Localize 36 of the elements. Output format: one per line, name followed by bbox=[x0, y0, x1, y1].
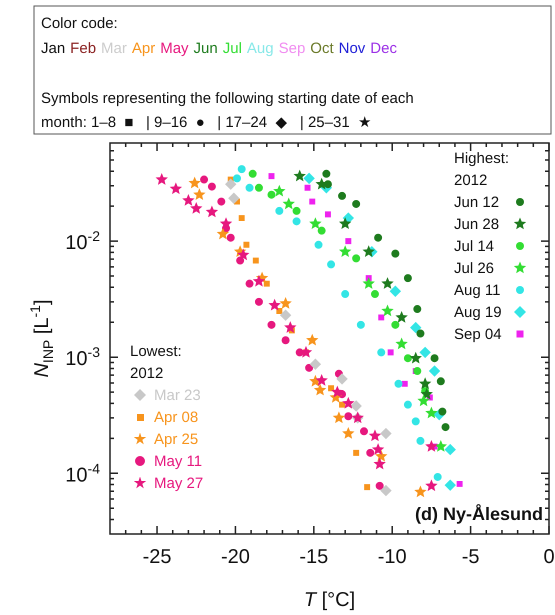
text: Apr bbox=[132, 40, 156, 57]
text: Oct bbox=[310, 40, 334, 57]
text: Apr 08 bbox=[154, 409, 198, 426]
x-tick-label: -25 bbox=[142, 546, 172, 568]
annotation: Lowest: 2012 bbox=[130, 343, 182, 382]
x-tick-label: -5 bbox=[462, 546, 480, 568]
legend-label: Aug 11 bbox=[454, 282, 500, 299]
legend-label: Jun 12 bbox=[454, 194, 500, 211]
text: month: 1–8 ■ | 9–16 ● | 17–24 ◆ | 25–31 ★ bbox=[41, 114, 372, 131]
text: Color code: bbox=[41, 15, 118, 32]
text: Jun bbox=[194, 40, 218, 57]
legend-title: Highest: 2012 bbox=[454, 150, 510, 189]
x-axis-title: T [°C] bbox=[304, 589, 356, 611]
text: Apr 25 bbox=[154, 431, 198, 448]
legend-label: Jun 28 bbox=[454, 216, 500, 233]
text: Dec bbox=[370, 40, 398, 57]
text: Nov bbox=[338, 40, 366, 57]
x-tick-label: -20 bbox=[220, 546, 250, 568]
text: Feb bbox=[70, 40, 96, 57]
legend-label: Jul 26 bbox=[454, 260, 494, 277]
x-tick-label: -10 bbox=[378, 546, 407, 568]
x-tick-label: 0 bbox=[543, 546, 555, 568]
y-axis-title: NINP [L-1] bbox=[27, 299, 56, 378]
text: May bbox=[160, 40, 190, 57]
legend-label: Sep 04 bbox=[454, 326, 502, 343]
text: May 27 bbox=[154, 475, 204, 492]
x-tick-label: -15 bbox=[299, 546, 328, 568]
annotation: (d) Ny-Ålesund bbox=[415, 504, 543, 524]
text: Aug bbox=[246, 40, 274, 57]
text: Symbols representing the following starting date of each bbox=[41, 90, 414, 107]
text: Sep bbox=[278, 40, 306, 57]
legend-label: Aug 19 bbox=[454, 304, 502, 321]
legend-label: Jul 14 bbox=[454, 238, 494, 255]
text: Jan bbox=[41, 40, 66, 57]
text: May 11 bbox=[154, 453, 202, 470]
text: Jul bbox=[222, 40, 242, 57]
